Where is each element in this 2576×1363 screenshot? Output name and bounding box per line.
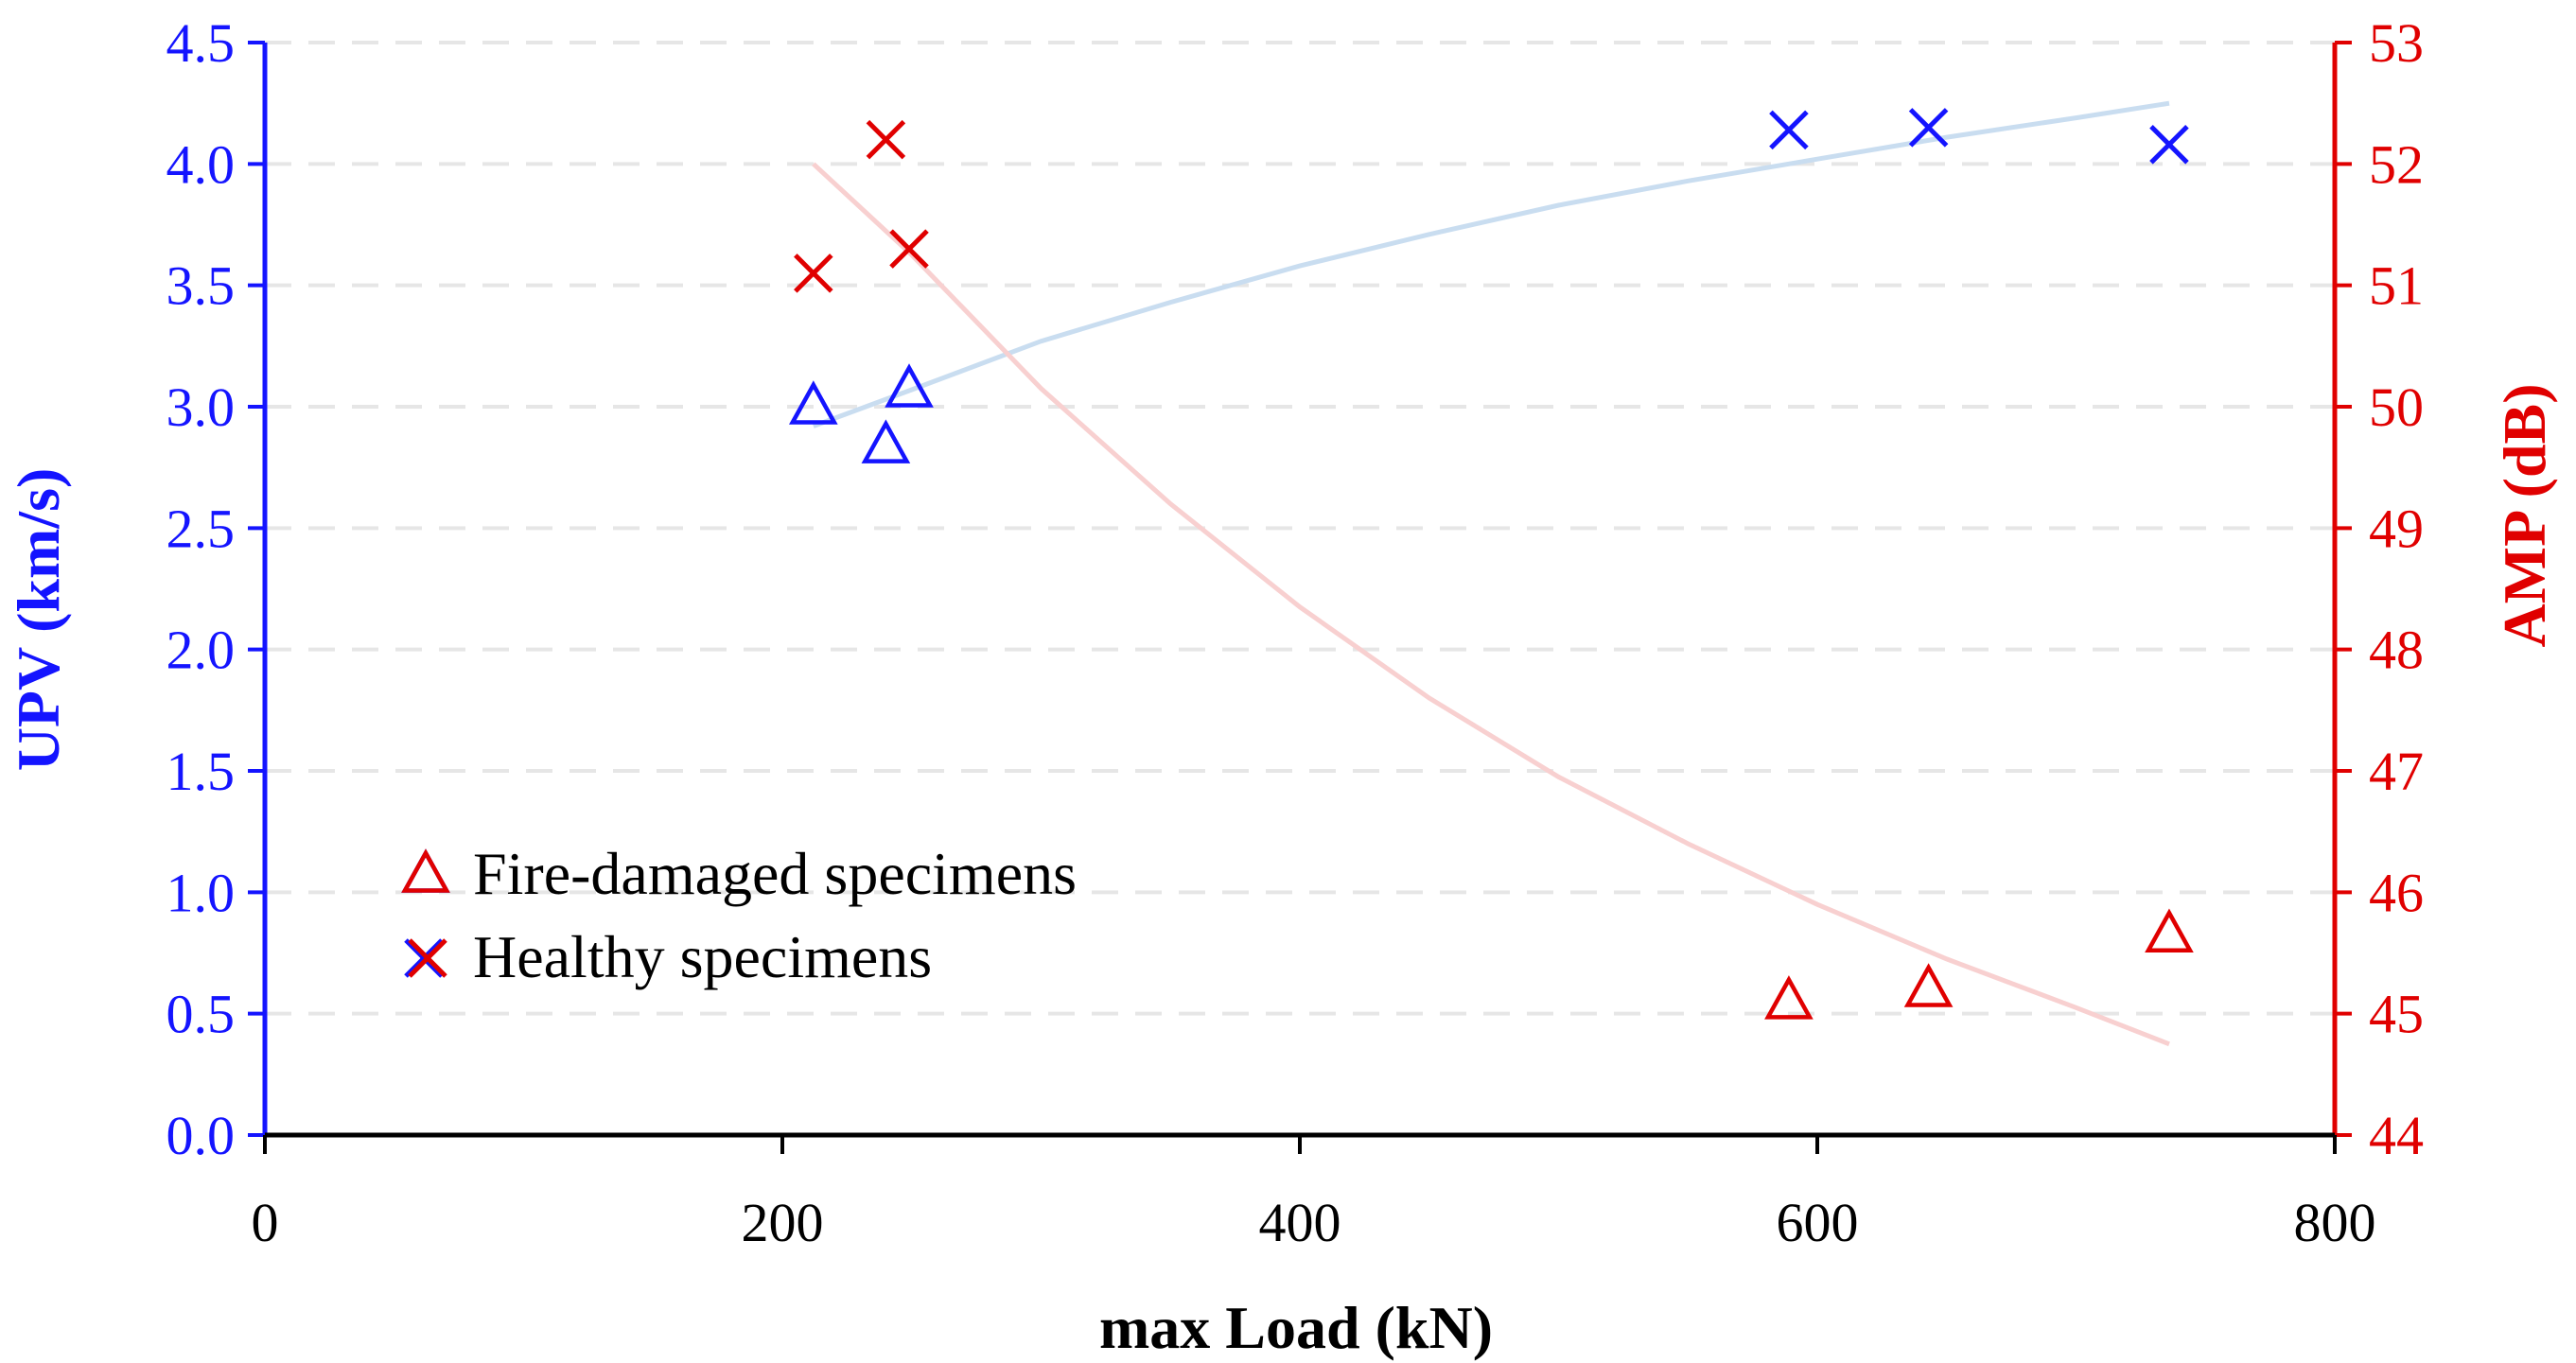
upv-healthy-point [1908, 108, 1949, 148]
upv-healthy-point-stroke [1908, 108, 1949, 148]
upv-healthy-point [1769, 110, 1809, 150]
tick-labels: 0.0 0.5 1.0 1.5 2.0 2.5 3.0 3.5 4.0 4.5 44 45 46 47 48… [166, 12, 2425, 1253]
legend-label-healthy: Healthy specimens [473, 923, 932, 990]
legend-x-marker [404, 938, 447, 978]
amp-fire-damaged-point [2145, 908, 2194, 952]
legend-item-healthy: Healthy specimens [404, 923, 932, 990]
legend-x-red [408, 938, 447, 978]
x-tick-label: 200 [742, 1192, 824, 1253]
trendlines [812, 100, 2170, 1047]
y2-tick-label: 51 [2369, 255, 2424, 317]
amp-fire-damaged-point [1764, 975, 1814, 1020]
x-axis-title: max Load (kN) [1099, 1294, 1493, 1361]
y2-tick-label: 45 [2369, 984, 2424, 1045]
y-tick-label: 3.5 [166, 255, 236, 317]
legend-x-red-stroke [408, 938, 447, 978]
y-tick-label: 2.5 [166, 498, 236, 559]
y-tick-label: 2.0 [166, 620, 236, 681]
amp-healthy-point [889, 229, 929, 269]
y-tick-label: 0.5 [166, 984, 236, 1045]
legend: Fire-damaged specimens Healthy specimens [401, 840, 1077, 990]
y2-tick-label: 50 [2369, 376, 2424, 438]
legend-triangle-red [401, 848, 450, 893]
axes [248, 41, 2352, 1154]
y-tick-label: 1.5 [166, 741, 236, 802]
amp-healthy-point-stroke [794, 253, 833, 293]
x-tick-label: 600 [1777, 1192, 1859, 1253]
y2-tick-label: 47 [2369, 741, 2424, 802]
y2-tick-label: 44 [2369, 1105, 2424, 1166]
x-tick-label: 800 [2294, 1192, 2376, 1253]
y2-axis-title: AMP (dB) [2491, 383, 2558, 647]
legend-triangle-blue [401, 848, 450, 893]
y2-tick-label: 49 [2369, 498, 2424, 559]
upv-healthy-point-stroke [1769, 110, 1809, 150]
y2-tick-label: 52 [2369, 133, 2424, 195]
y-tick-label: 1.0 [166, 862, 236, 923]
upv-healthy-point-stroke [2149, 125, 2189, 165]
upv-healthy-point [2149, 125, 2189, 165]
y-tick-label: 4.0 [166, 133, 236, 195]
data-points [788, 108, 2194, 1020]
upv-fire-damaged-point [788, 380, 838, 425]
amp-fire-damaged-point [1903, 963, 1954, 1007]
x-tick-label: 400 [1259, 1192, 1341, 1253]
upv-trendline [812, 100, 2170, 428]
amp-trendline [812, 162, 2170, 1047]
legend-x-blue [404, 938, 444, 978]
upv-fire-damaged-point [885, 363, 934, 408]
y-tick-label: 4.5 [166, 12, 236, 74]
y2-tick-label: 46 [2369, 862, 2424, 923]
amp-healthy-point-stroke [866, 119, 906, 160]
amp-healthy-point-stroke [889, 229, 929, 269]
amp-healthy-point [866, 119, 906, 160]
y2-tick-label: 48 [2369, 620, 2424, 681]
upv-fire-damaged-point [861, 419, 911, 463]
legend-x-blue-stroke [404, 938, 444, 978]
amp-healthy-point [794, 253, 833, 293]
legend-label-fire-damaged: Fire-damaged specimens [473, 840, 1077, 907]
y2-tick-label: 53 [2369, 12, 2424, 74]
y-tick-label: 0.0 [166, 1105, 236, 1166]
x-tick-label: 0 [252, 1192, 279, 1253]
y-axis-title: UPV (km/s) [5, 468, 72, 772]
y-tick-label: 3.0 [166, 376, 236, 438]
legend-item-fire-damaged: Fire-damaged specimens [401, 840, 1077, 907]
legend-triangle-marker [401, 848, 450, 893]
